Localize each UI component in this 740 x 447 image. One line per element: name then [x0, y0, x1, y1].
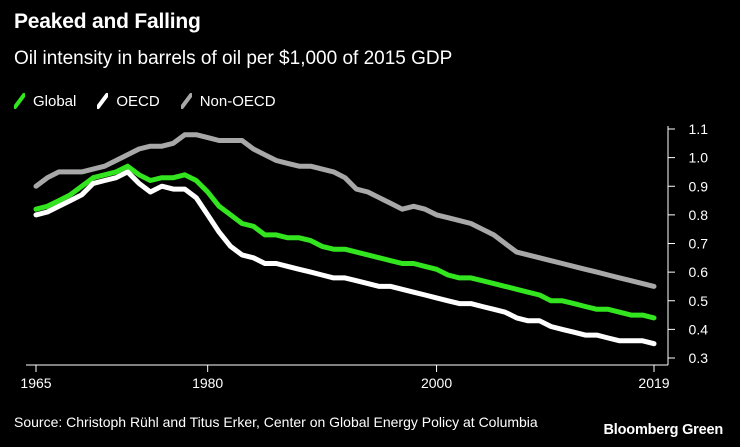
- legend-swatch-non-oecd: [180, 92, 192, 110]
- y-tick-label: 1.0: [689, 150, 709, 166]
- x-tick-label: 1980: [192, 375, 223, 391]
- y-tick-label: 0.3: [689, 350, 709, 366]
- legend-label-global: Global: [33, 92, 77, 110]
- series-line-oecd: [33, 169, 657, 347]
- series-line-non-oecd: [33, 132, 657, 289]
- chart-title: Peaked and Falling: [14, 10, 201, 33]
- y-tick-label: 0.6: [689, 264, 709, 280]
- x-tick-label: 2019: [638, 375, 669, 391]
- y-tick-label: 0.4: [689, 321, 709, 337]
- legend-item-non-oecd: Non-OECD: [180, 92, 276, 110]
- x-tick-label: 1965: [20, 375, 51, 391]
- chart-subtitle: Oil intensity in barrels of oil per $1,0…: [14, 48, 453, 69]
- axis-layer: 1965 1980 2000 2019 1.1 1.0 0.9 0.8 0.7 0.6 0.5 0.4…: [20, 121, 708, 391]
- legend-item-oecd: OECD: [97, 92, 160, 110]
- series-layer: [33, 132, 657, 347]
- legend-swatch-oecd: [97, 92, 109, 110]
- legend-swatch-global: [14, 92, 25, 110]
- y-tick-label: 0.5: [689, 293, 709, 309]
- y-tick-label: 0.7: [689, 236, 709, 252]
- legend-label-non-oecd: Non-OECD: [199, 92, 276, 110]
- y-tick-label: 1.1: [689, 121, 709, 137]
- legend-label-oecd: OECD: [116, 92, 160, 110]
- series-line-global: [33, 163, 657, 321]
- source-note: Source: Christoph Rühl and Titus Erker, …: [14, 414, 538, 430]
- y-tick-label: 0.8: [689, 207, 709, 223]
- y-tick-label: 0.9: [689, 178, 709, 194]
- legend: Global OECD Non-OECD: [14, 92, 297, 110]
- x-tick-label: 2000: [421, 375, 452, 391]
- brand-logo: Bloomberg Green: [603, 422, 724, 438]
- legend-item-global: Global: [14, 92, 76, 110]
